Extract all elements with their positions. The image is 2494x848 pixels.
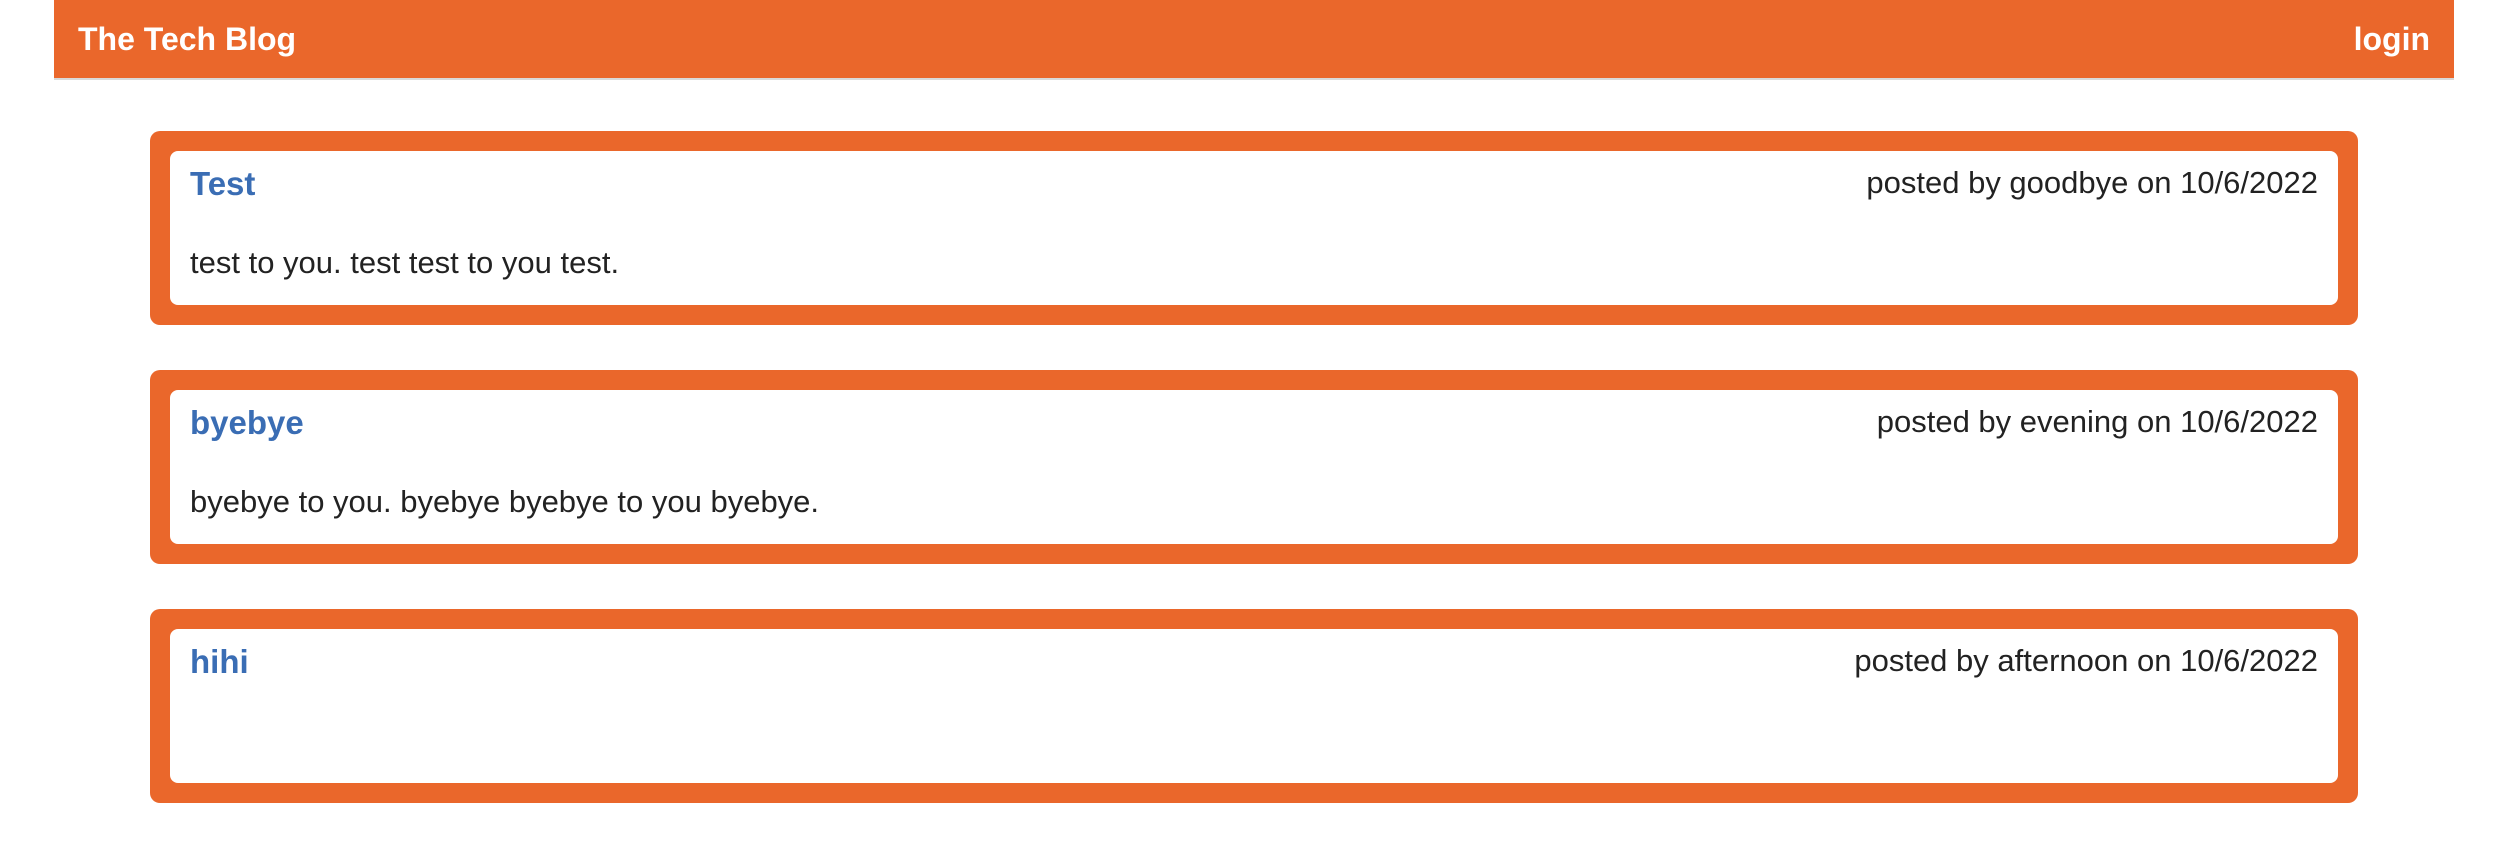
post-card: byebye posted by evening on 10/6/2022 by… bbox=[150, 370, 2358, 564]
post-content: hihi posted by afternoon on 10/6/2022 bbox=[170, 629, 2338, 783]
post-meta: posted by evening on 10/6/2022 bbox=[1876, 404, 2318, 439]
login-link[interactable]: login bbox=[2353, 20, 2430, 57]
post-content: byebye posted by evening on 10/6/2022 by… bbox=[170, 390, 2338, 544]
post-meta: posted by afternoon on 10/6/2022 bbox=[1854, 643, 2318, 678]
post-body: byebye to you. byebye byebye to you byeb… bbox=[190, 484, 820, 519]
post-title-link[interactable]: Test bbox=[190, 165, 256, 202]
post-card: hihi posted by afternoon on 10/6/2022 bbox=[150, 609, 2358, 803]
post-title-link[interactable]: byebye bbox=[190, 404, 304, 441]
post-header: hihi posted by afternoon on 10/6/2022 bbox=[190, 629, 2318, 681]
post-card: Test posted by goodbye on 10/6/2022 test… bbox=[150, 131, 2358, 325]
navbar: The Tech Blog login bbox=[54, 0, 2454, 80]
post-body: test to you. test test to you test. bbox=[190, 245, 620, 280]
post-meta: posted by goodbye on 10/6/2022 bbox=[1866, 165, 2318, 200]
post-list: Test posted by goodbye on 10/6/2022 test… bbox=[150, 131, 2358, 848]
post-header: byebye posted by evening on 10/6/2022 bbox=[190, 390, 2318, 442]
post-header: Test posted by goodbye on 10/6/2022 bbox=[190, 151, 2318, 203]
post-content: Test posted by goodbye on 10/6/2022 test… bbox=[170, 151, 2338, 305]
brand-link[interactable]: The Tech Blog bbox=[78, 20, 297, 57]
post-title-link[interactable]: hihi bbox=[190, 643, 249, 680]
